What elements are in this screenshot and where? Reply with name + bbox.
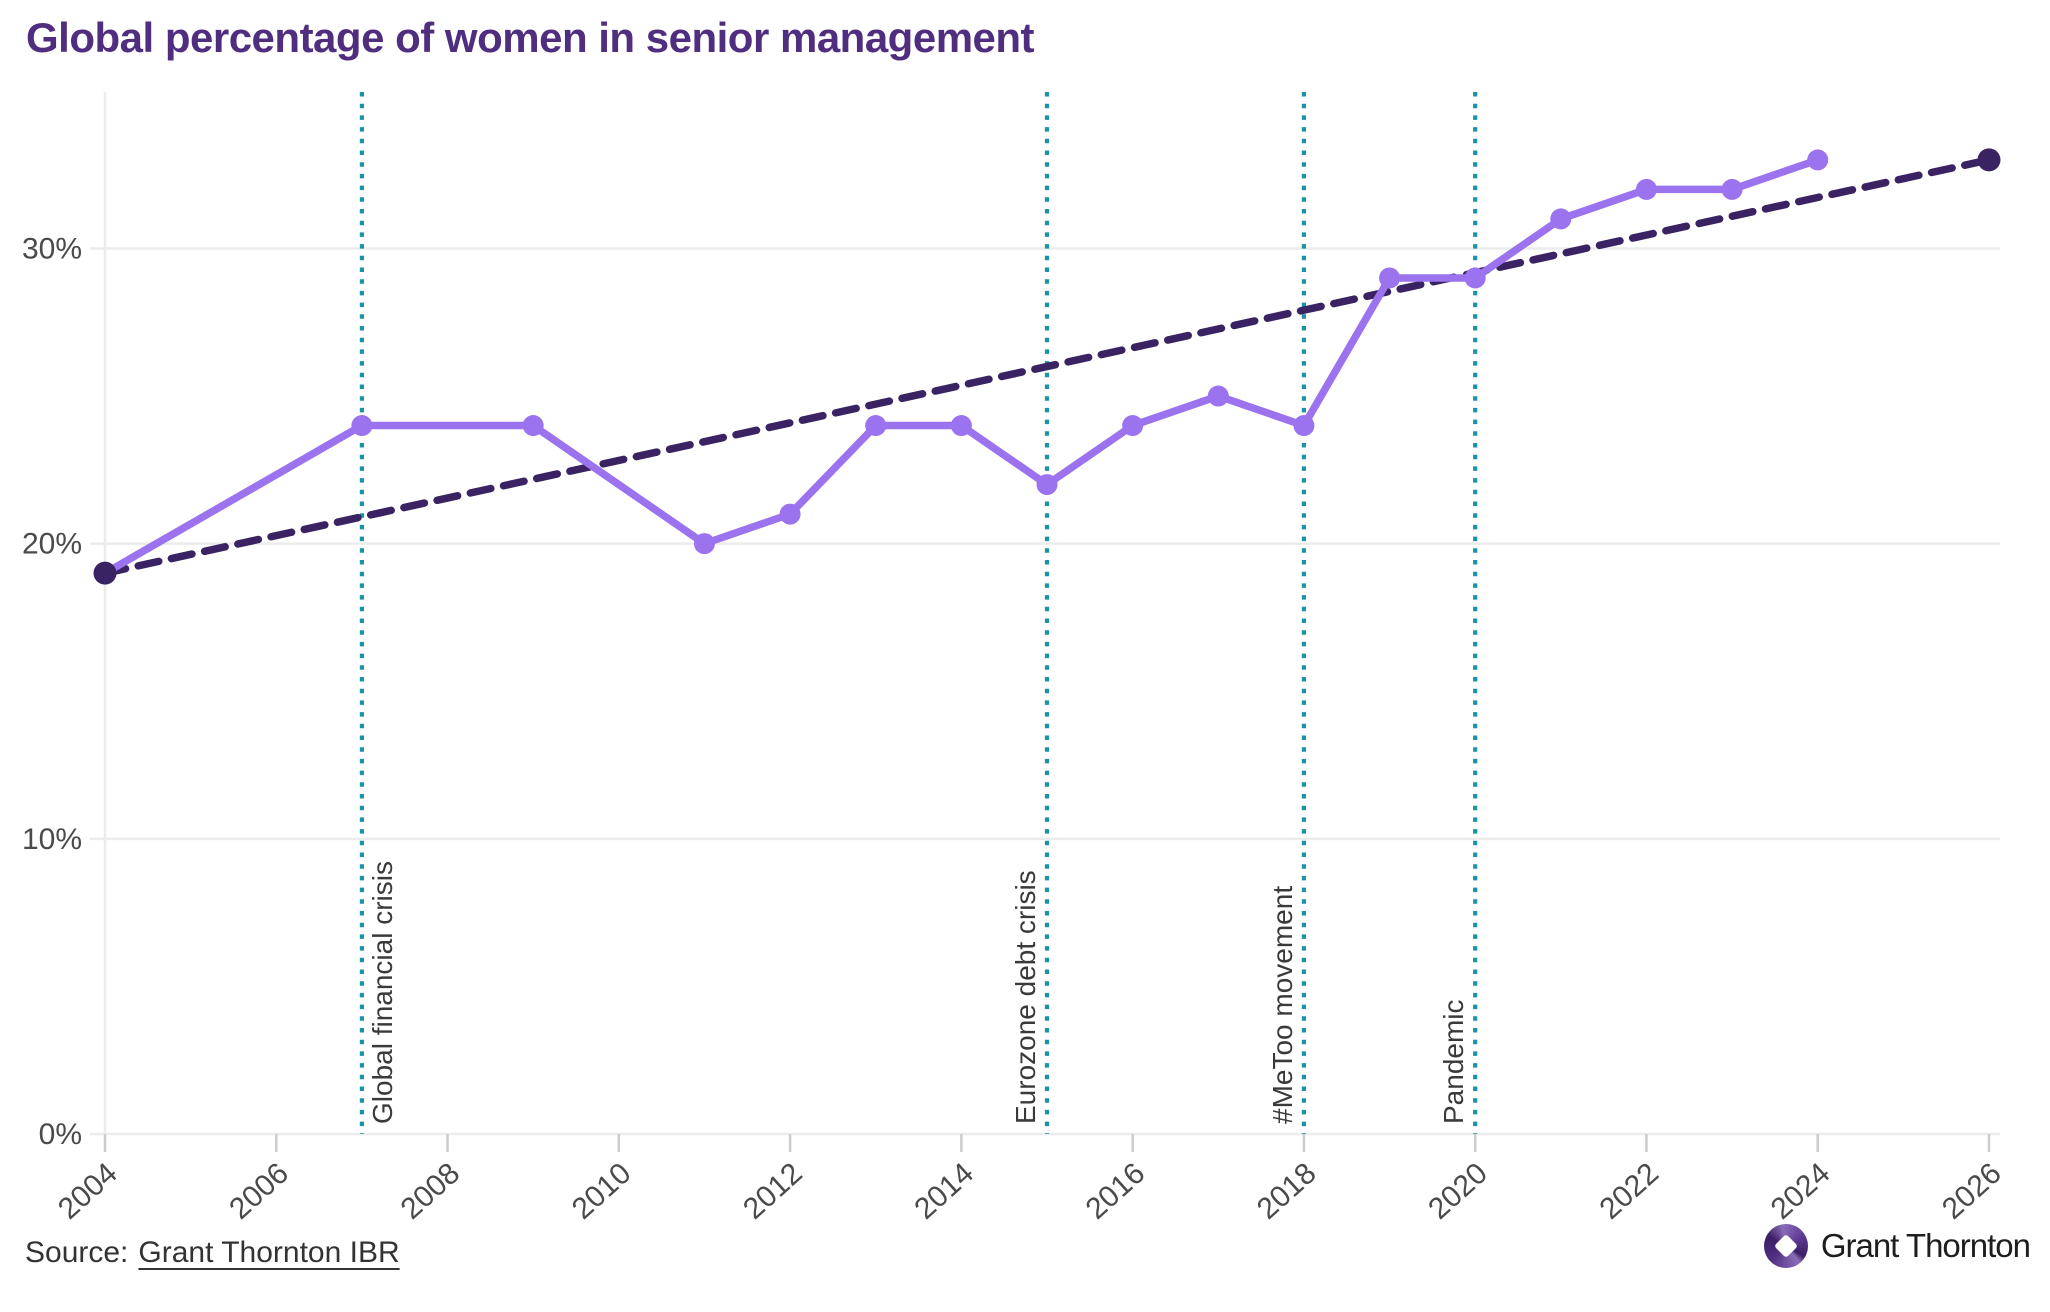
x-tick-label: 2008 [395,1157,467,1226]
x-tick-label: 2014 [908,1157,980,1226]
x-tick-label: 2012 [737,1157,809,1226]
event-label-2007: Global financial crisis [367,861,398,1124]
data-point [1721,178,1743,200]
event-label-2018: #MeToo movement [1267,886,1298,1124]
y-tick-label: 10% [22,823,82,856]
data-point [779,503,801,525]
y-tick-label: 20% [22,528,82,561]
data-point [1550,208,1572,230]
data-point [1464,267,1486,289]
y-tick-label: 0% [39,1118,82,1151]
x-tick-label: 2024 [1765,1157,1837,1226]
x-tick-label: 2026 [1936,1157,2008,1226]
data-point [1122,415,1144,437]
data-point [522,415,544,437]
trend-line [101,156,1993,577]
x-tick-label: 2006 [223,1157,295,1226]
data-point [1379,267,1401,289]
event-label-2020: Pandemic [1438,999,1469,1124]
event-label-2015: Eurozone debt crisis [1010,870,1041,1124]
source-line: Source: Grant Thornton IBR [25,1236,400,1270]
x-tick-label: 2022 [1593,1157,1665,1226]
y-tick-label: 30% [22,232,82,265]
x-tick-label: 2010 [566,1157,638,1226]
data-point [1207,385,1229,407]
data-point [693,533,715,555]
grant-thornton-swirl-icon [1763,1224,1808,1268]
source-prefix: Source: [25,1236,129,1269]
x-tick-label: 2004 [52,1157,124,1226]
x-tick-label: 2016 [1080,1157,1152,1226]
trend-endpoint-dot [93,561,117,585]
data-point [865,415,887,437]
data-point [1036,474,1058,496]
grant-thornton-logo: Grant Thornton [1763,1224,2031,1268]
data-point [351,415,373,437]
x-tick-label: 2020 [1422,1157,1494,1226]
data-point [950,415,972,437]
source-link[interactable]: Grant Thornton IBR [138,1236,400,1269]
data-point [1807,149,1829,171]
trend-endpoint-dot [1977,148,2001,172]
data-point [1293,415,1315,437]
page-title: Global percentage of women in senior man… [26,14,1035,61]
data-point [1635,178,1657,200]
x-tick-label: 2018 [1251,1157,1323,1226]
grant-thornton-logo-text: Grant Thornton [1820,1227,2031,1264]
